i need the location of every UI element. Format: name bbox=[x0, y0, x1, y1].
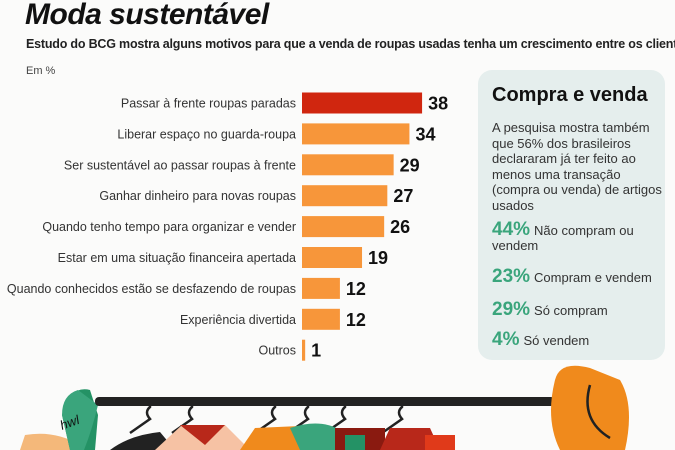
subtitle: Estudo do BCG mostra alguns motivos para… bbox=[26, 37, 675, 51]
data-label: 1 bbox=[311, 341, 321, 361]
orange-hat-icon bbox=[551, 365, 629, 450]
panel-title: Compra e venda bbox=[492, 84, 648, 106]
unit-label: Em % bbox=[26, 65, 56, 77]
category-label: Outros bbox=[258, 344, 296, 358]
panel-text: A pesquisa mostra também que 56% dos bra… bbox=[492, 120, 662, 213]
stat-label: Só vendem bbox=[523, 333, 590, 348]
bar bbox=[302, 185, 388, 207]
data-label: 12 bbox=[346, 279, 366, 299]
category-label: Ser sustentável ao passar roupas à frent… bbox=[64, 158, 296, 172]
category-label: Quando tenho tempo para organizar e vend… bbox=[42, 220, 296, 234]
data-label: 27 bbox=[393, 186, 413, 206]
bar bbox=[302, 247, 363, 268]
stat-item: 44% Não compram ou vendem bbox=[492, 219, 662, 253]
data-label: 38 bbox=[428, 94, 448, 114]
bar bbox=[302, 339, 306, 361]
stat-pct: 29% bbox=[492, 299, 531, 320]
bar bbox=[302, 216, 385, 238]
category-label: Estar em uma situação financeira apertad… bbox=[58, 251, 296, 265]
data-label: 12 bbox=[346, 310, 366, 330]
stat-label: Não compram ou vendem bbox=[492, 223, 634, 253]
stat-pct: 23% bbox=[492, 266, 531, 287]
bar bbox=[302, 92, 423, 114]
data-label: 29 bbox=[400, 155, 420, 175]
stat-pct: 44% bbox=[492, 219, 531, 240]
stat-item: 29% Só compram bbox=[492, 299, 662, 320]
bar bbox=[302, 154, 394, 176]
category-label: Experiência divertida bbox=[180, 313, 296, 327]
bar bbox=[302, 308, 340, 330]
bar-chart: Passar à frente roupas paradas 38 Liberar … bbox=[7, 92, 448, 361]
category-label: Liberar espaço no guarda-roupa bbox=[117, 127, 296, 141]
bar bbox=[302, 123, 410, 145]
data-label: 34 bbox=[415, 124, 435, 144]
stat-label: Compram e vendem bbox=[534, 270, 652, 285]
stat-item: 23% Compram e vendem bbox=[492, 266, 662, 287]
info-panel: Compra e venda A pesquisa mostra também … bbox=[478, 70, 665, 360]
cap-text: hwl bbox=[58, 412, 83, 433]
category-label: Ganhar dinheiro para novas roupas bbox=[99, 189, 296, 203]
category-label: Quando conhecidos estão se desfazendo de… bbox=[7, 282, 296, 296]
hangers bbox=[129, 397, 404, 435]
page-title: Moda sustentável bbox=[25, 0, 269, 31]
bar bbox=[302, 277, 340, 299]
clothing-rack-illustration: hwl bbox=[20, 365, 629, 450]
data-label: 19 bbox=[368, 248, 388, 268]
category-label: Passar à frente roupas paradas bbox=[121, 97, 296, 111]
stat-pct: 4% bbox=[492, 329, 520, 350]
data-label: 26 bbox=[390, 217, 410, 237]
rack-bar bbox=[95, 397, 555, 406]
stat-item: 4% Só vendem bbox=[492, 329, 662, 350]
stat-label: Só compram bbox=[534, 303, 608, 318]
